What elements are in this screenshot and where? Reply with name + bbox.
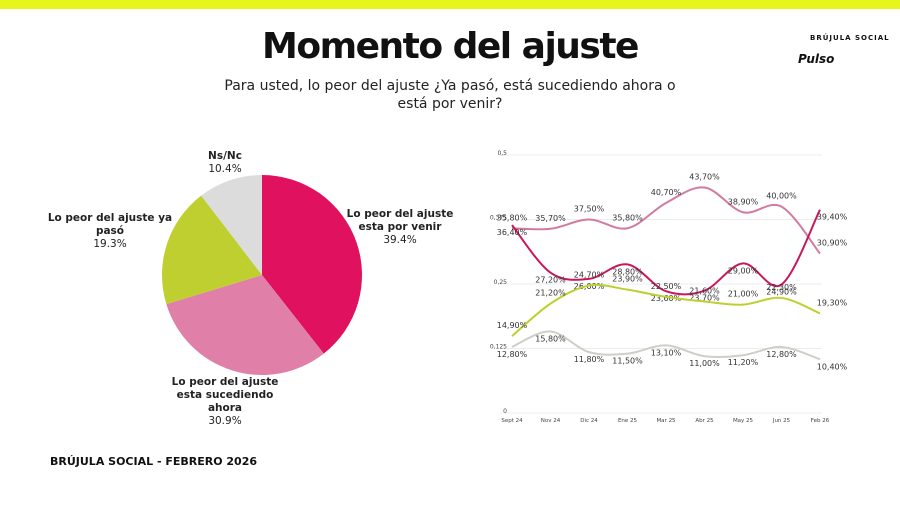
pie-slice	[201, 175, 262, 275]
data-label: 21,60%	[689, 287, 720, 296]
x-tick-label: Feb 26	[811, 418, 830, 424]
pie-label: Ns/Nc 10.4%	[175, 150, 275, 176]
data-label: 36,40%	[497, 228, 528, 237]
data-label: 37,50%	[574, 205, 605, 214]
data-label: 11,80%	[574, 355, 605, 364]
data-label: 35,80%	[497, 213, 528, 222]
x-tick-label: Abr 25	[695, 418, 714, 424]
series-line	[511, 330, 821, 361]
data-label: 39,40%	[817, 213, 848, 222]
pie-category: Ns/Nc	[208, 150, 242, 162]
y-tick-label: 0	[503, 408, 507, 415]
pie-label: Lo peor del ajuste esta por venir 39.4%	[345, 208, 455, 247]
data-label: 40,00%	[766, 192, 797, 201]
x-tick-label: Jun 25	[772, 418, 791, 424]
data-label: 35,70%	[535, 214, 566, 223]
x-tick-label: Dic 24	[580, 418, 598, 424]
data-label: 19,30%	[817, 298, 848, 307]
series-line	[511, 186, 821, 255]
pie-value: 39.4%	[383, 234, 417, 246]
data-label: 28,80%	[612, 267, 643, 276]
data-label: 11,50%	[612, 357, 643, 366]
data-label: 29,00%	[728, 266, 759, 275]
x-tick-label: Mar 25	[656, 418, 676, 424]
series-line	[511, 283, 821, 337]
data-label: 23,90%	[612, 275, 643, 284]
data-label: 35,80%	[612, 213, 643, 222]
logo-ring: BRÚJULA SOCIAL	[810, 34, 890, 42]
data-label: 14,90%	[497, 321, 528, 330]
x-tick-label: Nov 24	[541, 418, 561, 424]
logo: Pulso	[798, 52, 835, 66]
data-label: 40,70%	[651, 188, 682, 197]
data-label: 11,00%	[689, 359, 720, 368]
data-label: 12,80%	[497, 350, 528, 359]
data-label: 21,00%	[728, 290, 759, 299]
data-label: 21,20%	[535, 289, 566, 298]
data-label: 12,80%	[766, 350, 797, 359]
y-tick-label: 0,5	[497, 150, 507, 157]
pie-label: Lo peor del ajuste esta sucediendo ahora…	[170, 376, 280, 428]
top-bar	[0, 0, 900, 9]
subtitle: Para usted, lo peor del ajuste ¿Ya pasó,…	[224, 78, 676, 112]
pie-value: 10.4%	[208, 163, 242, 175]
x-tick-label: May 25	[733, 418, 754, 424]
pie-category: Lo peor del ajuste esta por venir	[346, 208, 454, 233]
pie-category: Lo peor del ajuste esta sucediendo ahora	[171, 376, 279, 414]
footer: BRÚJULA SOCIAL - FEBRERO 2026	[50, 455, 258, 468]
pie-category: Lo peor del ajuste ya pasó	[47, 212, 173, 237]
data-label: 10,40%	[817, 362, 848, 371]
data-label: 38,90%	[728, 197, 759, 206]
data-label: 27,20%	[535, 276, 566, 285]
data-label: 11,20%	[728, 358, 759, 367]
data-label: 22,50%	[651, 282, 682, 291]
pie-value: 30.9%	[208, 415, 242, 427]
y-tick-label: 0,375	[490, 215, 507, 222]
data-label: 22,30%	[766, 283, 797, 292]
data-label: 30,90%	[817, 239, 848, 248]
title: Momento del ajuste	[262, 26, 639, 67]
y-tick-label: 0,125	[490, 344, 507, 351]
pie-slice	[166, 275, 324, 375]
data-label: 23,70%	[689, 294, 720, 303]
x-tick-label: Sept 24	[501, 418, 523, 424]
pie-label: Lo peor del ajuste ya pasó 19.3%	[40, 212, 180, 251]
data-label: 43,70%	[689, 173, 720, 182]
pie-slice	[262, 175, 362, 354]
pie-value: 19.3%	[93, 238, 127, 250]
data-label: 23,60%	[651, 294, 682, 303]
data-label: 24,70%	[574, 271, 605, 280]
data-label: 24,90%	[766, 288, 797, 297]
data-label: 13,10%	[651, 348, 682, 357]
data-label: 15,80%	[535, 334, 566, 343]
series-line	[511, 209, 821, 296]
pie-slice	[162, 195, 262, 305]
x-tick-label: Ene 25	[618, 418, 638, 424]
y-tick-label: 0,25	[494, 279, 508, 286]
